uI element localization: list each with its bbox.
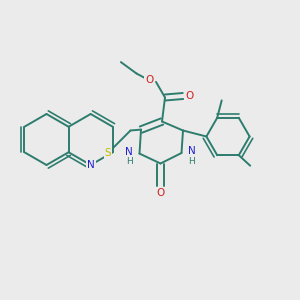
Text: O: O	[156, 188, 165, 198]
Text: O: O	[185, 91, 194, 101]
Text: N: N	[125, 147, 133, 157]
Text: H: H	[126, 158, 132, 166]
Text: N: N	[188, 146, 196, 157]
Text: H: H	[189, 157, 195, 166]
Text: S: S	[105, 148, 111, 158]
Text: O: O	[145, 75, 154, 85]
Text: N: N	[87, 160, 94, 170]
